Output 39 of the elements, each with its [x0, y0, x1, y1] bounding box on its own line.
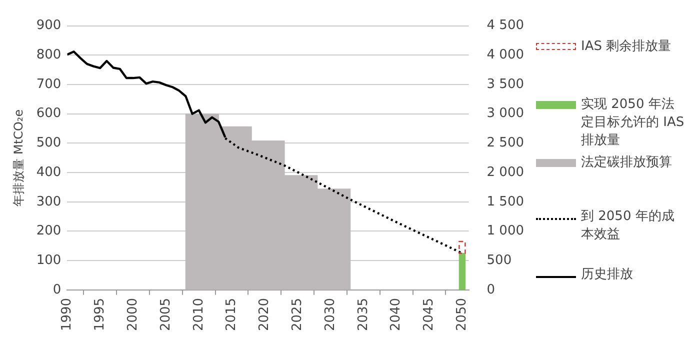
y-tick-label: 200 [36, 224, 62, 239]
x-tick-label: 2030 [322, 298, 338, 332]
y2-tick-label: 2 000 [486, 164, 524, 180]
x-tick-label: 2035 [356, 298, 371, 332]
y2-tick-label: 3 500 [486, 76, 524, 92]
legend-label: IAS 剩余排放量 [581, 38, 672, 56]
y-tick-label: 0 [52, 282, 62, 298]
y-axis-title: 年排放量 MtCO₂e [11, 109, 26, 206]
y-tick-label: 300 [36, 194, 62, 210]
y-tick-label: 400 [36, 164, 62, 180]
y2-tick-label: 4 000 [486, 48, 524, 63]
y2-tick-label: 3 000 [486, 106, 524, 122]
y-tick-label: 100 [36, 252, 62, 268]
y-tick-label: 700 [36, 76, 62, 92]
legend-label: 法定碳排放预算 [581, 154, 673, 172]
x-tick-label: 2050 [454, 298, 470, 332]
legend-label: 实现 2050 年法定目标允许的 IAS 排放量 [581, 96, 686, 150]
y-tick-label: 500 [36, 136, 62, 151]
y2-tick-label: 0 [486, 282, 496, 298]
x-tick-label: 2010 [191, 298, 206, 332]
x-tick-label: 2005 [158, 298, 174, 332]
y-tick-label: 600 [36, 106, 62, 122]
x-tick-label: 2015 [224, 298, 240, 332]
y2-tick-label: 1 000 [486, 224, 524, 239]
x-tick-label: 1995 [92, 298, 108, 332]
x-tick-label: 2045 [422, 298, 437, 332]
x-tick-label: 2000 [125, 298, 140, 332]
x-tick-label: 2020 [257, 298, 272, 332]
y-tick-label: 800 [36, 48, 62, 63]
y-tick-label: 900 [36, 18, 62, 34]
x-tick-label: 1990 [60, 298, 75, 332]
y2-tick-label: 500 [486, 252, 512, 268]
y2-tick-label: 1 500 [486, 194, 524, 210]
y2-tick-label: 2 500 [486, 136, 524, 151]
legend-label: 历史排放 [581, 266, 634, 284]
x-tick-label: 2040 [388, 298, 404, 332]
legend-label: 到 2050 年的成本效益 [581, 208, 676, 244]
y2-tick-label: 4 500 [486, 18, 524, 34]
x-tick-label: 2025 [290, 298, 305, 332]
